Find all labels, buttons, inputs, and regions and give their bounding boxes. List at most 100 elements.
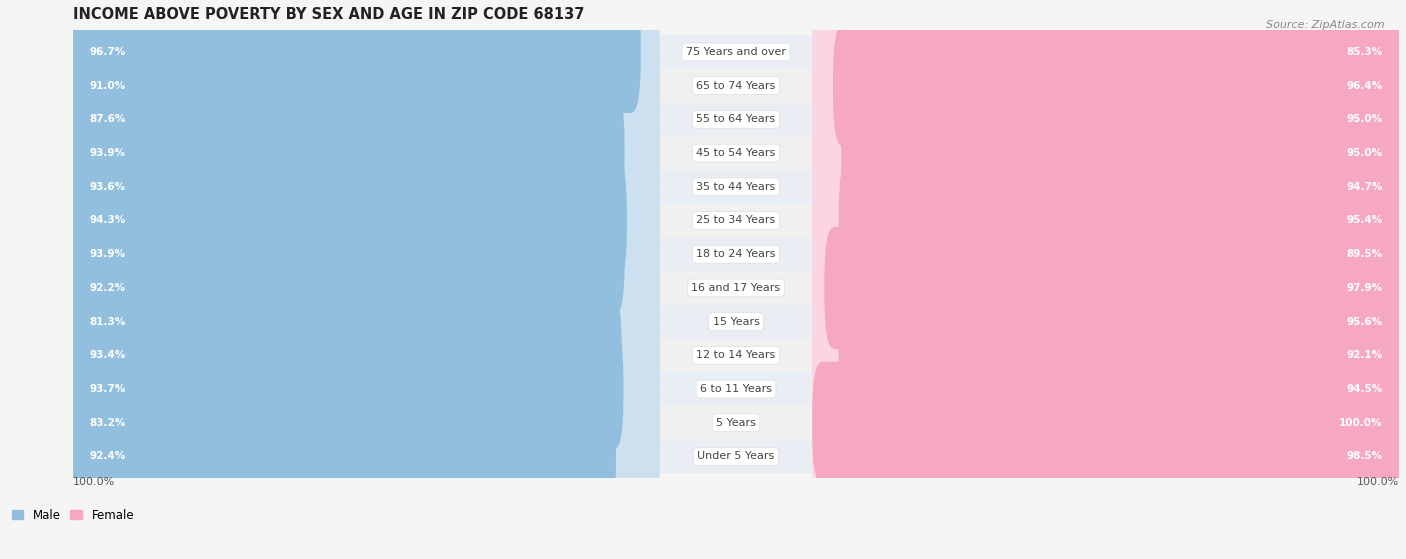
FancyBboxPatch shape — [63, 0, 641, 113]
FancyBboxPatch shape — [813, 260, 1406, 382]
FancyBboxPatch shape — [63, 159, 659, 282]
Text: 81.3%: 81.3% — [90, 316, 125, 326]
Text: 92.4%: 92.4% — [90, 452, 125, 461]
Text: 93.6%: 93.6% — [90, 182, 125, 192]
FancyBboxPatch shape — [813, 0, 1406, 113]
Text: 18 to 24 Years: 18 to 24 Years — [696, 249, 776, 259]
Text: 95.6%: 95.6% — [1347, 316, 1382, 326]
Text: INCOME ABOVE POVERTY BY SEX AND AGE IN ZIP CODE 68137: INCOME ABOVE POVERTY BY SEX AND AGE IN Z… — [73, 7, 585, 22]
Text: 95.0%: 95.0% — [1347, 148, 1382, 158]
FancyBboxPatch shape — [63, 126, 659, 248]
Text: 92.2%: 92.2% — [90, 283, 125, 293]
Text: 100.0%: 100.0% — [1339, 418, 1382, 428]
Text: 45 to 54 Years: 45 to 54 Years — [696, 148, 776, 158]
FancyBboxPatch shape — [63, 395, 659, 518]
FancyBboxPatch shape — [844, 328, 1406, 450]
Text: 95.4%: 95.4% — [1346, 216, 1382, 225]
Text: 94.5%: 94.5% — [1346, 384, 1382, 394]
FancyBboxPatch shape — [63, 295, 621, 416]
FancyBboxPatch shape — [73, 406, 1399, 439]
Text: 16 and 17 Years: 16 and 17 Years — [692, 283, 780, 293]
Text: 94.7%: 94.7% — [1346, 182, 1382, 192]
FancyBboxPatch shape — [73, 439, 1399, 473]
FancyBboxPatch shape — [63, 126, 623, 248]
FancyBboxPatch shape — [73, 102, 1399, 136]
Text: 92.1%: 92.1% — [1347, 350, 1382, 361]
FancyBboxPatch shape — [63, 395, 616, 518]
FancyBboxPatch shape — [63, 227, 614, 349]
FancyBboxPatch shape — [63, 58, 588, 181]
Text: 6 to 11 Years: 6 to 11 Years — [700, 384, 772, 394]
Text: 25 to 34 Years: 25 to 34 Years — [696, 216, 776, 225]
Text: 35 to 44 Years: 35 to 44 Years — [696, 182, 776, 192]
Text: 12 to 14 Years: 12 to 14 Years — [696, 350, 776, 361]
FancyBboxPatch shape — [813, 58, 1406, 181]
FancyBboxPatch shape — [813, 328, 1406, 450]
FancyBboxPatch shape — [73, 238, 1399, 271]
FancyBboxPatch shape — [813, 395, 1406, 518]
FancyBboxPatch shape — [824, 227, 1406, 349]
FancyBboxPatch shape — [813, 227, 1406, 349]
FancyBboxPatch shape — [839, 159, 1406, 282]
Text: 96.4%: 96.4% — [1346, 80, 1382, 91]
FancyBboxPatch shape — [73, 338, 1399, 372]
FancyBboxPatch shape — [858, 295, 1406, 416]
Text: 5 Years: 5 Years — [716, 418, 756, 428]
FancyBboxPatch shape — [813, 159, 1406, 282]
Text: 15 Years: 15 Years — [713, 316, 759, 326]
FancyBboxPatch shape — [897, 0, 1406, 113]
Text: 65 to 74 Years: 65 to 74 Years — [696, 80, 776, 91]
FancyBboxPatch shape — [63, 193, 624, 315]
FancyBboxPatch shape — [73, 35, 1399, 69]
Text: 91.0%: 91.0% — [90, 80, 125, 91]
FancyBboxPatch shape — [63, 193, 659, 315]
Text: 89.5%: 89.5% — [1347, 249, 1382, 259]
FancyBboxPatch shape — [842, 126, 1406, 248]
FancyBboxPatch shape — [838, 260, 1406, 382]
Text: Under 5 Years: Under 5 Years — [697, 452, 775, 461]
FancyBboxPatch shape — [63, 227, 659, 349]
FancyBboxPatch shape — [841, 92, 1406, 214]
FancyBboxPatch shape — [63, 0, 659, 113]
FancyBboxPatch shape — [63, 328, 623, 450]
FancyBboxPatch shape — [841, 58, 1406, 181]
FancyBboxPatch shape — [73, 271, 1399, 305]
FancyBboxPatch shape — [63, 328, 659, 450]
Text: 95.0%: 95.0% — [1347, 115, 1382, 125]
FancyBboxPatch shape — [63, 58, 659, 181]
Text: 100.0%: 100.0% — [1357, 477, 1399, 487]
Text: 98.5%: 98.5% — [1347, 452, 1382, 461]
FancyBboxPatch shape — [63, 362, 562, 484]
FancyBboxPatch shape — [73, 136, 1399, 170]
Legend: Male, Female: Male, Female — [7, 504, 139, 526]
FancyBboxPatch shape — [73, 305, 1399, 338]
FancyBboxPatch shape — [813, 295, 1406, 416]
FancyBboxPatch shape — [63, 92, 659, 214]
FancyBboxPatch shape — [63, 362, 659, 484]
FancyBboxPatch shape — [813, 25, 1406, 146]
Text: 83.2%: 83.2% — [90, 418, 125, 428]
FancyBboxPatch shape — [63, 159, 627, 282]
FancyBboxPatch shape — [813, 193, 1406, 315]
FancyBboxPatch shape — [63, 92, 624, 214]
FancyBboxPatch shape — [813, 362, 1406, 484]
FancyBboxPatch shape — [813, 362, 1406, 484]
FancyBboxPatch shape — [63, 260, 659, 382]
FancyBboxPatch shape — [73, 170, 1399, 203]
Text: 85.3%: 85.3% — [1346, 47, 1382, 57]
Text: 93.9%: 93.9% — [90, 148, 125, 158]
FancyBboxPatch shape — [813, 92, 1406, 214]
FancyBboxPatch shape — [63, 25, 607, 146]
FancyBboxPatch shape — [63, 295, 659, 416]
Text: 93.7%: 93.7% — [90, 384, 125, 394]
FancyBboxPatch shape — [832, 25, 1406, 146]
FancyBboxPatch shape — [63, 25, 659, 146]
Text: 94.3%: 94.3% — [90, 216, 125, 225]
FancyBboxPatch shape — [73, 69, 1399, 102]
Text: 100.0%: 100.0% — [73, 477, 115, 487]
FancyBboxPatch shape — [73, 372, 1399, 406]
FancyBboxPatch shape — [73, 203, 1399, 238]
FancyBboxPatch shape — [821, 395, 1406, 518]
Text: 97.9%: 97.9% — [1347, 283, 1382, 293]
Text: 93.9%: 93.9% — [90, 249, 125, 259]
